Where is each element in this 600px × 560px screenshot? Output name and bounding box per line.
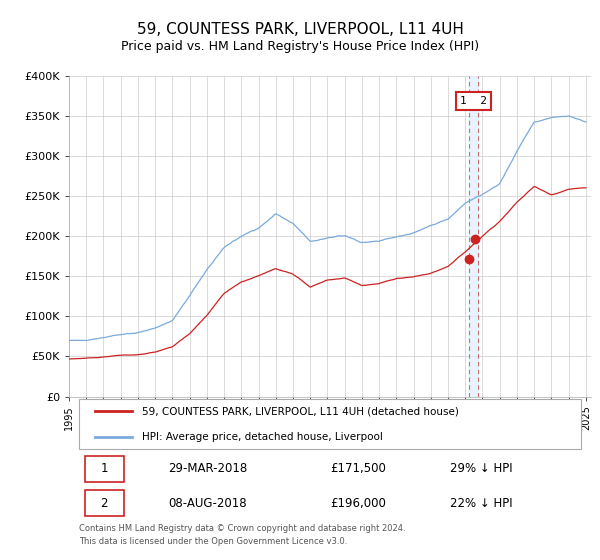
Text: £196,000: £196,000	[330, 497, 386, 510]
Bar	[85, 456, 124, 482]
Text: Price paid vs. HM Land Registry's House Price Index (HPI): Price paid vs. HM Land Registry's House …	[121, 40, 479, 53]
Text: £171,500: £171,500	[330, 462, 386, 475]
Text: 59, COUNTESS PARK, LIVERPOOL, L11 4UH: 59, COUNTESS PARK, LIVERPOOL, L11 4UH	[137, 22, 463, 38]
Text: 29-MAR-2018: 29-MAR-2018	[168, 462, 247, 475]
Text: HPI: Average price, detached house, Liverpool: HPI: Average price, detached house, Live…	[142, 432, 383, 442]
Bar	[469, 76, 478, 396]
Text: 22% ↓ HPI: 22% ↓ HPI	[450, 497, 512, 510]
Text: 29% ↓ HPI: 29% ↓ HPI	[450, 462, 512, 475]
Text: 08-AUG-2018: 08-AUG-2018	[168, 497, 247, 510]
Text: 2: 2	[100, 497, 108, 510]
Text: 59, COUNTESS PARK, LIVERPOOL, L11 4UH (detached house): 59, COUNTESS PARK, LIVERPOOL, L11 4UH (d…	[142, 407, 459, 417]
Text: 1: 1	[100, 462, 108, 475]
Text: This data is licensed under the Open Government Licence v3.0.: This data is licensed under the Open Gov…	[79, 537, 348, 546]
Text: Contains HM Land Registry data © Crown copyright and database right 2024.: Contains HM Land Registry data © Crown c…	[79, 524, 406, 533]
Text: 1  2: 1 2	[460, 96, 487, 106]
Bar	[85, 490, 124, 516]
